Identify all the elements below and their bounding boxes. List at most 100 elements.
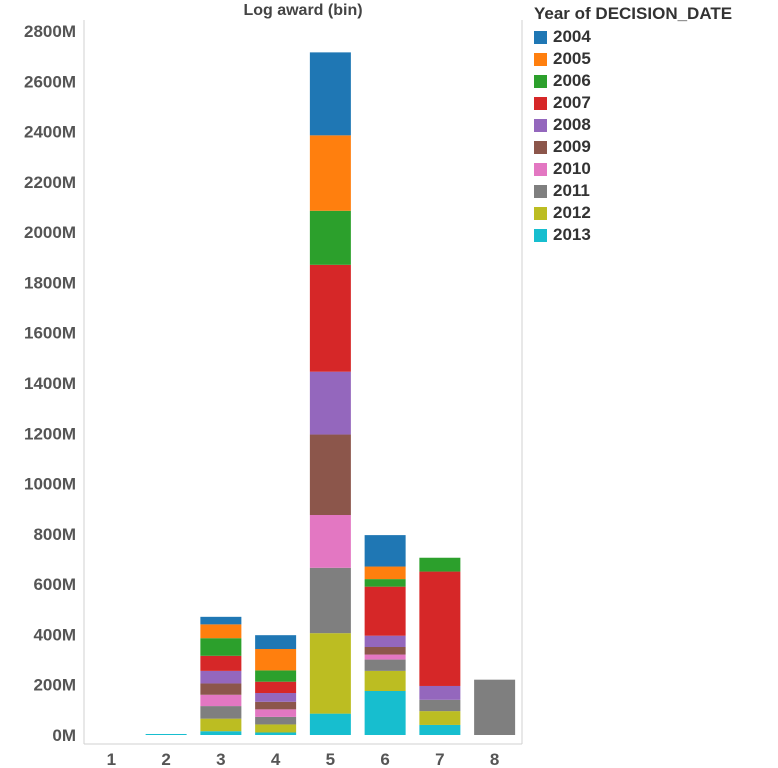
y-tick-label: 0M bbox=[52, 726, 76, 745]
y-tick-label: 1200M bbox=[24, 424, 76, 443]
legend-swatch bbox=[534, 74, 547, 88]
bar-segment-6-2010[interactable] bbox=[364, 654, 406, 660]
bar-segment-7-2008[interactable] bbox=[419, 685, 461, 700]
y-tick-label: 1800M bbox=[24, 273, 76, 292]
bar-segment-6-2005[interactable] bbox=[364, 566, 406, 580]
bar-segment-4-2005[interactable] bbox=[255, 649, 297, 671]
legend-label: 2011 bbox=[553, 181, 590, 200]
y-tick-label: 2000M bbox=[24, 223, 76, 242]
bar-segment-4-2012[interactable] bbox=[255, 724, 297, 733]
legend-swatch bbox=[534, 96, 547, 110]
bar-segment-6-2012[interactable] bbox=[364, 670, 406, 691]
bar-segment-3-2009[interactable] bbox=[200, 683, 242, 695]
bar-segment-5-2005[interactable] bbox=[309, 135, 351, 211]
x-axis-title: Log award (bin) bbox=[243, 2, 362, 19]
bar-segment-6-2013[interactable] bbox=[364, 691, 406, 735]
bar-segment-5-2004[interactable] bbox=[309, 52, 351, 136]
legend-item-2011[interactable]: 2011 bbox=[534, 180, 778, 202]
bar-segment-6-2004[interactable] bbox=[364, 535, 406, 567]
bar-segment-3-2013[interactable] bbox=[200, 731, 242, 735]
legend-label: 2005 bbox=[553, 49, 591, 68]
y-tick-label: 2800M bbox=[24, 22, 76, 41]
x-tick-label: 3 bbox=[216, 750, 225, 768]
bar-segment-4-2006[interactable] bbox=[255, 670, 297, 682]
bar-segment-6-2008[interactable] bbox=[364, 635, 406, 647]
bar-segment-5-2008[interactable] bbox=[309, 371, 351, 435]
legend: Year of DECISION_DATE 2004 2005 2006 2007 20… bbox=[534, 2, 778, 246]
legend-swatch bbox=[534, 118, 547, 132]
y-tick-label: 2600M bbox=[24, 72, 76, 91]
legend-swatch bbox=[534, 30, 547, 44]
legend-item-2009[interactable]: 2009 bbox=[534, 136, 778, 158]
legend-swatch bbox=[534, 228, 547, 242]
bar-segment-8-2011[interactable] bbox=[474, 679, 516, 735]
legend-label: 2012 bbox=[553, 203, 591, 222]
y-tick-label: 1600M bbox=[24, 324, 76, 343]
bar-segment-5-2012[interactable] bbox=[309, 633, 351, 714]
bars-group bbox=[145, 52, 516, 735]
bar-segment-4-2008[interactable] bbox=[255, 693, 297, 702]
bar-segment-4-2007[interactable] bbox=[255, 681, 297, 694]
bar-segment-4-2004[interactable] bbox=[255, 635, 297, 650]
legend-item-2007[interactable]: 2007 bbox=[534, 92, 778, 114]
bar-segment-3-2012[interactable] bbox=[200, 718, 242, 732]
x-tick-label: 8 bbox=[490, 750, 499, 768]
legend-swatch bbox=[534, 52, 547, 66]
bar-segment-3-2004[interactable] bbox=[200, 616, 242, 625]
legend-item-2012[interactable]: 2012 bbox=[534, 202, 778, 224]
bar-segment-4-2010[interactable] bbox=[255, 709, 297, 717]
bar-segment-5-2009[interactable] bbox=[309, 434, 351, 515]
legend-item-2013[interactable]: 2013 bbox=[534, 224, 778, 246]
y-tick-label: 800M bbox=[33, 525, 76, 544]
bar-segment-7-2011[interactable] bbox=[419, 699, 461, 712]
y-tick-label: 200M bbox=[33, 676, 76, 695]
y-tick-label: 400M bbox=[33, 625, 76, 644]
legend-item-2008[interactable]: 2008 bbox=[534, 114, 778, 136]
bar-segment-6-2006[interactable] bbox=[364, 579, 406, 587]
x-tick-label: 4 bbox=[271, 750, 281, 768]
legend-items: 2004 2005 2006 2007 2008 2009 2010 2011 2012 2013 bbox=[534, 26, 778, 246]
bar-segment-3-2010[interactable] bbox=[200, 694, 242, 707]
legend-item-2010[interactable]: 2010 bbox=[534, 158, 778, 180]
legend-item-2004[interactable]: 2004 bbox=[534, 26, 778, 48]
legend-swatch bbox=[534, 184, 547, 198]
x-tick-label: 7 bbox=[435, 750, 444, 768]
bar-segment-5-2010[interactable] bbox=[309, 515, 351, 568]
bar-segment-7-2012[interactable] bbox=[419, 711, 461, 725]
bar-segment-2-2013[interactable] bbox=[145, 733, 187, 735]
bar-segment-6-2011[interactable] bbox=[364, 659, 406, 671]
bar-segment-7-2013[interactable] bbox=[419, 724, 461, 735]
y-tick-label: 2200M bbox=[24, 173, 76, 192]
y-tick-label: 600M bbox=[33, 575, 76, 594]
bar-segment-3-2006[interactable] bbox=[200, 638, 242, 656]
bar-segment-3-2011[interactable] bbox=[200, 706, 242, 719]
bar-segment-6-2009[interactable] bbox=[364, 647, 406, 655]
y-tick-label: 1400M bbox=[24, 374, 76, 393]
legend-label: 2009 bbox=[553, 137, 591, 156]
y-axis: 0M 200M 400M 600M 800M 1000M 1200M 1400M 1600M 18… bbox=[24, 22, 76, 745]
bar-segment-5-2006[interactable] bbox=[309, 210, 351, 265]
x-tick-label: 2 bbox=[161, 750, 170, 768]
stacked-bar-chart: Log award (bin) 0M 200M 400M 600M 800M 1000M 1… bbox=[24, 2, 523, 768]
x-axis: 1 2 3 4 5 6 7 8 bbox=[107, 750, 500, 768]
bar-segment-5-2007[interactable] bbox=[309, 264, 351, 372]
bar-segment-3-2005[interactable] bbox=[200, 624, 242, 639]
legend-item-2005[interactable]: 2005 bbox=[534, 48, 778, 70]
bar-segment-6-2007[interactable] bbox=[364, 586, 406, 636]
legend-label: 2004 bbox=[553, 27, 591, 46]
bar-segment-7-2006[interactable] bbox=[419, 557, 461, 572]
bar-segment-4-2009[interactable] bbox=[255, 701, 297, 710]
bar-segment-3-2008[interactable] bbox=[200, 670, 242, 684]
bar-segment-4-2011[interactable] bbox=[255, 716, 297, 725]
bar-segment-5-2013[interactable] bbox=[309, 713, 351, 735]
legend-title: Year of DECISION_DATE bbox=[534, 4, 733, 23]
legend-label: 2006 bbox=[553, 71, 591, 90]
bar-segment-5-2011[interactable] bbox=[309, 567, 351, 634]
legend-swatch bbox=[534, 162, 547, 176]
bar-segment-4-2013[interactable] bbox=[255, 732, 297, 735]
bar-segment-3-2007[interactable] bbox=[200, 655, 242, 671]
legend-item-2006[interactable]: 2006 bbox=[534, 70, 778, 92]
bar-segment-7-2007[interactable] bbox=[419, 571, 461, 686]
legend-swatch bbox=[534, 206, 547, 220]
legend-label: 2010 bbox=[553, 159, 591, 178]
